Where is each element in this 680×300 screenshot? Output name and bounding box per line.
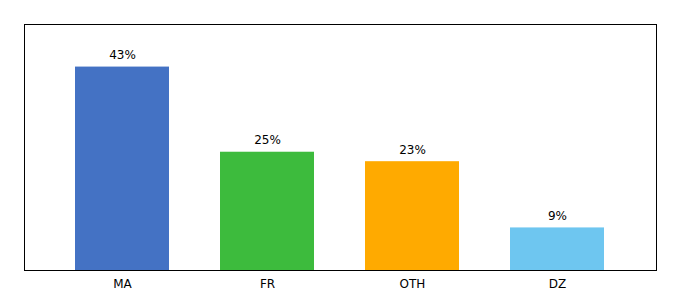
svg-text:FR: FR xyxy=(260,277,275,291)
svg-text:23%: 23% xyxy=(399,143,426,157)
svg-text:MA: MA xyxy=(113,277,132,291)
svg-text:DZ: DZ xyxy=(549,277,566,291)
svg-text:OTH: OTH xyxy=(400,277,426,291)
svg-text:43%: 43% xyxy=(109,48,136,62)
svg-text:9%: 9% xyxy=(548,209,567,223)
svg-text:25%: 25% xyxy=(254,133,281,147)
